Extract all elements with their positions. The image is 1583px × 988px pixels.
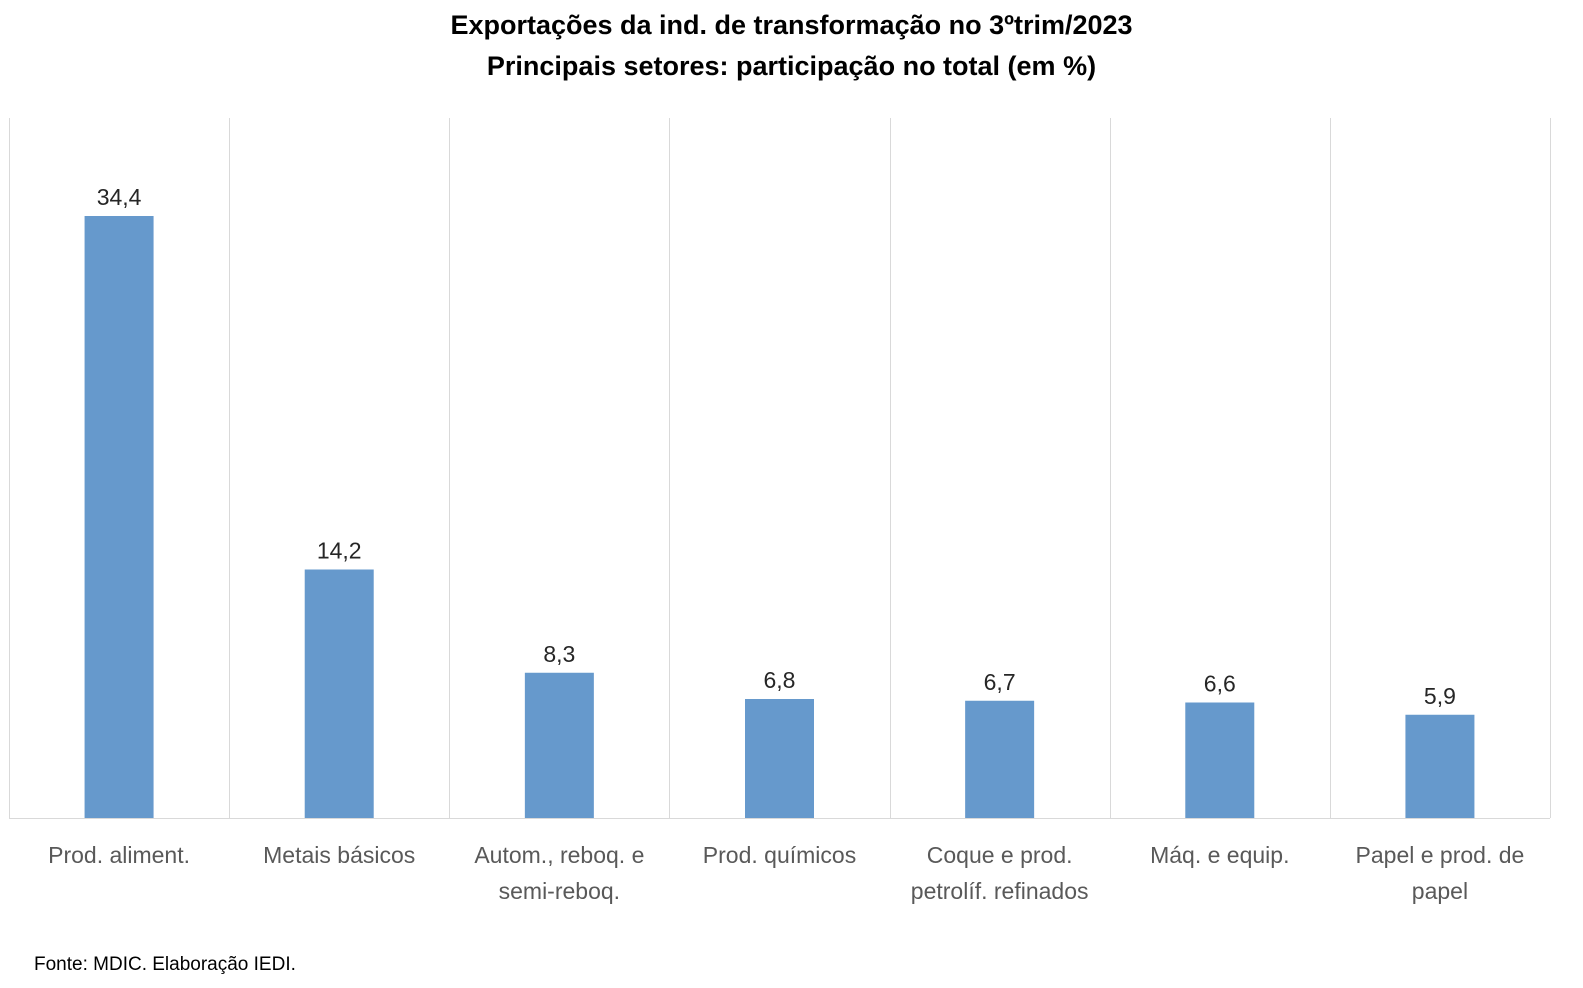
category-label: Prod. aliment. xyxy=(48,842,190,868)
chart-subtitle: Principais setores: participação no tota… xyxy=(486,51,1097,81)
category-label: petrolíf. refinados xyxy=(911,878,1089,904)
bar xyxy=(304,569,374,818)
bar xyxy=(745,699,814,818)
data-label: 5,9 xyxy=(1424,683,1456,709)
bar xyxy=(1185,702,1255,818)
data-label: 14,2 xyxy=(317,538,362,564)
bar xyxy=(84,216,154,818)
category-label: Coque e prod. xyxy=(927,842,1073,868)
bar xyxy=(965,700,1035,818)
data-label: 34,4 xyxy=(97,184,142,210)
chart-title: Exportações da ind. de transformação no … xyxy=(450,10,1133,40)
data-label: 6,7 xyxy=(984,669,1016,695)
bar xyxy=(524,672,594,818)
bar xyxy=(1405,714,1475,818)
category-label: Papel e prod. de xyxy=(1356,842,1525,868)
category-label: Máq. e equip. xyxy=(1150,842,1289,868)
data-label: 6,6 xyxy=(1204,671,1236,697)
source-note: Fonte: MDIC. Elaboração IEDI. xyxy=(34,954,296,975)
category-label: Metais básicos xyxy=(263,842,415,868)
category-label: Prod. químicos xyxy=(703,842,856,868)
data-label: 6,8 xyxy=(764,667,796,693)
category-label: Autom., reboq. e xyxy=(474,842,644,868)
category-label: semi-reboq. xyxy=(499,878,620,904)
data-label: 8,3 xyxy=(543,641,575,667)
category-label: papel xyxy=(1412,878,1468,904)
